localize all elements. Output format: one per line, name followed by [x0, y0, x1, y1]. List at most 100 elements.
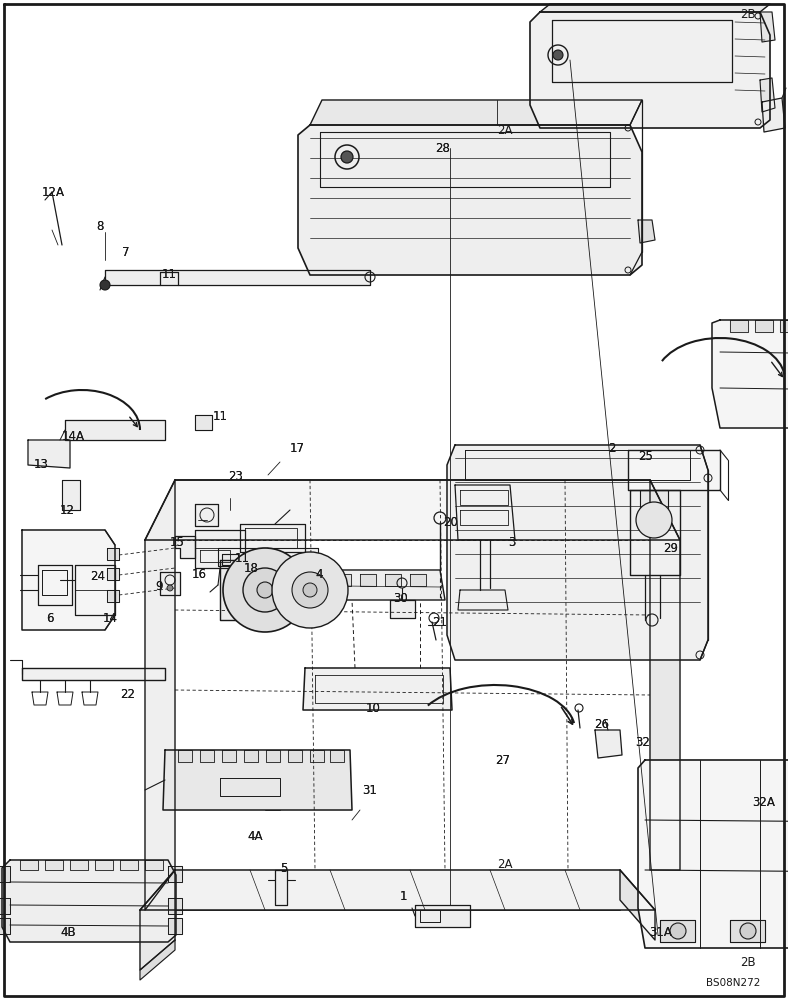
Polygon shape — [145, 480, 175, 910]
Polygon shape — [730, 920, 765, 942]
Polygon shape — [168, 918, 182, 934]
Text: 3: 3 — [508, 536, 515, 550]
Polygon shape — [330, 750, 344, 762]
Circle shape — [223, 548, 307, 632]
Polygon shape — [62, 480, 80, 510]
Polygon shape — [222, 750, 236, 762]
Text: 8: 8 — [96, 220, 103, 232]
Polygon shape — [310, 100, 642, 125]
Text: 8: 8 — [96, 220, 103, 232]
Polygon shape — [640, 490, 668, 510]
Polygon shape — [638, 760, 788, 948]
Polygon shape — [638, 220, 655, 243]
Text: 31A: 31A — [649, 926, 672, 940]
Text: 27: 27 — [495, 754, 510, 766]
Polygon shape — [160, 572, 180, 595]
Circle shape — [243, 568, 287, 612]
Text: 2A: 2A — [497, 123, 512, 136]
Polygon shape — [620, 870, 655, 940]
Text: 32A: 32A — [752, 796, 775, 808]
Text: 14: 14 — [103, 611, 118, 624]
Polygon shape — [530, 12, 770, 128]
Polygon shape — [540, 4, 770, 12]
Text: 6: 6 — [46, 611, 54, 624]
Polygon shape — [240, 570, 445, 600]
Text: 29: 29 — [663, 542, 678, 556]
Polygon shape — [760, 12, 775, 42]
Text: 14A: 14A — [62, 430, 85, 444]
Text: 32: 32 — [635, 736, 650, 750]
Polygon shape — [360, 574, 376, 586]
Circle shape — [670, 923, 686, 939]
Polygon shape — [390, 600, 415, 618]
Polygon shape — [140, 940, 175, 980]
Text: 11: 11 — [162, 268, 177, 282]
Circle shape — [292, 572, 328, 608]
Text: 12A: 12A — [42, 186, 65, 200]
Polygon shape — [195, 415, 212, 430]
Text: 23: 23 — [228, 470, 243, 483]
Text: 14A: 14A — [62, 430, 85, 444]
Polygon shape — [22, 530, 115, 630]
Text: 29: 29 — [663, 542, 678, 556]
Text: 11: 11 — [235, 552, 250, 564]
Text: 24: 24 — [90, 570, 105, 584]
Text: 15: 15 — [170, 536, 185, 550]
Polygon shape — [303, 668, 452, 710]
Text: 30: 30 — [393, 592, 407, 605]
Polygon shape — [38, 565, 72, 605]
Polygon shape — [140, 870, 175, 970]
Text: 12: 12 — [60, 504, 75, 516]
Polygon shape — [145, 480, 680, 540]
Polygon shape — [70, 860, 88, 870]
Polygon shape — [200, 750, 214, 762]
Polygon shape — [447, 445, 708, 660]
Text: 28: 28 — [435, 141, 450, 154]
Text: 4B: 4B — [60, 926, 76, 938]
Circle shape — [100, 280, 110, 290]
Text: 21: 21 — [432, 615, 447, 629]
Text: 6: 6 — [46, 611, 54, 624]
Polygon shape — [660, 920, 695, 942]
Text: 16: 16 — [192, 568, 207, 580]
Polygon shape — [107, 548, 119, 560]
Text: 1: 1 — [400, 890, 407, 904]
Polygon shape — [45, 860, 63, 870]
Polygon shape — [22, 668, 165, 680]
Polygon shape — [266, 750, 280, 762]
Polygon shape — [168, 898, 182, 914]
Polygon shape — [195, 530, 245, 568]
Polygon shape — [760, 78, 775, 112]
Polygon shape — [595, 730, 622, 758]
Polygon shape — [244, 750, 258, 762]
Polygon shape — [163, 750, 352, 810]
Text: 26: 26 — [594, 718, 609, 732]
Polygon shape — [285, 574, 301, 586]
Polygon shape — [75, 565, 115, 615]
Polygon shape — [310, 574, 326, 586]
Polygon shape — [458, 590, 508, 610]
Text: 4B: 4B — [60, 926, 76, 938]
Text: 25: 25 — [638, 450, 653, 464]
Polygon shape — [105, 270, 370, 285]
Text: 18: 18 — [244, 562, 259, 574]
Circle shape — [257, 582, 273, 598]
Text: 10: 10 — [366, 702, 381, 716]
Text: 5: 5 — [280, 861, 288, 874]
Polygon shape — [2, 860, 176, 942]
Text: 17: 17 — [290, 442, 305, 454]
Polygon shape — [140, 870, 655, 910]
Text: 31A: 31A — [649, 926, 672, 940]
Text: 17: 17 — [290, 442, 305, 454]
Polygon shape — [410, 574, 426, 586]
Text: 7: 7 — [122, 245, 129, 258]
Polygon shape — [298, 125, 642, 275]
Polygon shape — [178, 750, 192, 762]
Text: 2A: 2A — [497, 857, 512, 870]
Text: 13: 13 — [34, 458, 49, 472]
Text: 22: 22 — [120, 688, 135, 700]
Polygon shape — [107, 590, 119, 602]
Text: 5: 5 — [280, 861, 288, 874]
Circle shape — [341, 151, 353, 163]
Text: 24: 24 — [90, 570, 105, 584]
